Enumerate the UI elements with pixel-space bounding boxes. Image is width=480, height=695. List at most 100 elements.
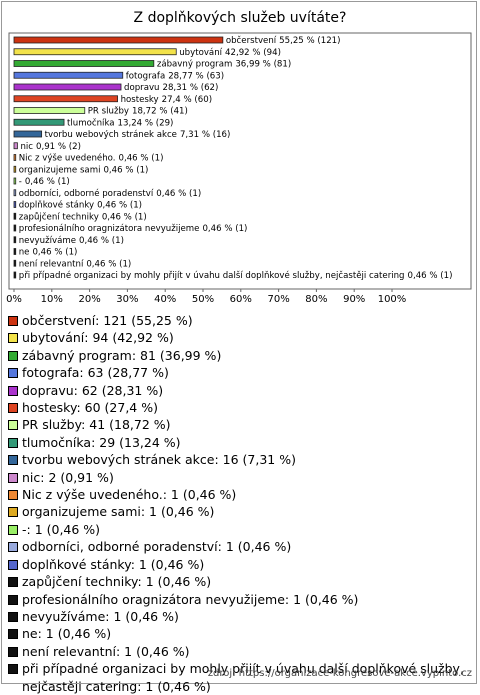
bar	[13, 83, 122, 91]
x-tick-label: 60%	[230, 294, 252, 305]
bar	[13, 177, 17, 185]
bar-label: ubytování 42,92 % (94)	[179, 47, 281, 57]
bar-label-category: není relevantní	[19, 259, 84, 269]
bar-label-category: tvorbu webových stránek akce	[45, 130, 177, 140]
bar-label-category: zábavný program	[157, 59, 233, 69]
bar-label-value: 42,92 % (94)	[225, 47, 281, 57]
bar-label-value: 13,24 % (29)	[118, 118, 174, 128]
legend-swatch	[8, 437, 18, 448]
legend-label: tvorbu webových stránek akce: 16 (7,31 %…	[22, 452, 296, 468]
legend-label: není relevantní: 1 (0,46 %)	[22, 643, 190, 659]
bar-label: PR služby 18,72 % (41)	[88, 106, 188, 116]
bar	[13, 224, 17, 232]
x-tick-label: 100%	[378, 294, 407, 305]
legend-swatch	[8, 316, 18, 326]
bar	[13, 154, 17, 161]
bar	[13, 130, 43, 138]
bar-label-value: 0,46 % (1)	[202, 224, 247, 234]
bar	[13, 60, 155, 67]
legend-item: doplňkové stánky: 1 (0,46 %)	[8, 556, 470, 573]
bar-label-value: 7,31 % (16)	[180, 130, 230, 140]
legend-swatch	[8, 385, 18, 396]
legend-label: hostesky: 60 (27,4 %)	[22, 400, 158, 416]
legend-item: -: 1 (0,46 %)	[8, 521, 470, 538]
bar-label: není relevantní 0,46 % (1)	[19, 259, 132, 269]
legend-swatch	[8, 646, 18, 657]
legend-item: dopravu: 62 (28,31 %)	[8, 382, 470, 399]
bar	[13, 189, 17, 197]
bar-label-value: 36,99 % (81)	[235, 59, 291, 69]
x-tick-label: 90%	[343, 294, 365, 305]
legend-swatch	[8, 664, 18, 675]
plot-frame	[8, 32, 472, 290]
bar-label: hostesky 27,4 % (60)	[121, 94, 212, 104]
legend-item: profesionálního oragnizátora nevyužijeme…	[8, 591, 470, 608]
bar	[13, 95, 118, 103]
chart: Z doplňkových služeb uvítáte? 0% 10% 20% 30…	[6, 10, 472, 305]
bar-label-value: 28,31 % (62)	[163, 83, 219, 93]
bar-label-category: profesionálního oragnizátora nevyužijeme	[19, 224, 200, 234]
bar	[13, 212, 17, 220]
bar-label-category: Nic z výše uvedeného.	[19, 152, 116, 163]
bar-label-category: -	[19, 177, 22, 187]
legend-label: tlumočníka: 29 (13,24 %)	[22, 434, 181, 450]
bar-label-value: 0,46 % (1)	[79, 235, 124, 245]
legend-item: ne: 1 (0,46 %)	[8, 625, 470, 642]
legend-label: ubytování: 94 (42,92 %)	[22, 330, 174, 346]
legend-swatch	[8, 420, 18, 431]
legend-label: PR služby: 41 (18,72 %)	[22, 417, 171, 433]
bar-label-value: 0,46 % (1)	[32, 247, 77, 257]
bar-label: dopravu 28,31 % (62)	[124, 83, 218, 93]
bar-label-category: ne	[19, 247, 30, 257]
legend-label: dopravu: 62 (28,31 %)	[22, 382, 164, 398]
legend-label: nevyužíváme: 1 (0,46 %)	[22, 608, 179, 624]
legend-label: nic: 2 (0,91 %)	[22, 469, 114, 485]
x-tick-label: 0%	[6, 294, 22, 305]
legend-label: Nic z výše uvedeného.: 1 (0,46 %)	[22, 487, 237, 503]
source: zdroj: https://organizace-kongresove-akc…	[207, 668, 472, 679]
legend-label: odborníci, odborné poradenství: 1 (0,46 …	[22, 539, 292, 555]
bar-label-value: 0,46 % (1)	[102, 212, 147, 222]
bar-label: ne 0,46 % (1)	[19, 247, 78, 257]
x-tick-label: 20%	[78, 294, 100, 305]
bar	[13, 107, 86, 114]
bar	[13, 142, 18, 150]
legend-label: občerstvení: 121 (55,25 %)	[22, 313, 193, 328]
bar-label-category: při případné organizaci by mohly přijít …	[19, 270, 405, 281]
legend-label: zábavný program: 81 (36,99 %)	[22, 347, 222, 363]
bar-label-value: 18,72 % (41)	[132, 106, 188, 116]
legend-item: Nic z výše uvedeného.: 1 (0,46 %)	[8, 486, 470, 503]
legend-item: zapůjčení techniky: 1 (0,46 %)	[8, 573, 470, 590]
bar-label: zapůjčení techniky 0,46 % (1)	[19, 211, 147, 222]
bar	[13, 201, 17, 208]
legend-swatch	[8, 403, 18, 414]
x-tick-label: 50%	[192, 294, 214, 305]
legend-item: odborníci, odborné poradenství: 1 (0,46 …	[8, 538, 470, 555]
bar-label: Nic z výše uvedeného. 0,46 % (1)	[19, 152, 164, 163]
x-tick-label: 10%	[41, 294, 63, 305]
x-tick-label: 70%	[267, 294, 289, 305]
legend-label: profesionálního oragnizátora nevyužijeme…	[22, 591, 359, 607]
legend-swatch	[8, 472, 18, 483]
x-tick-label: 30%	[116, 294, 138, 305]
bar-label-value: 28,77 % (63)	[168, 71, 224, 81]
bar-label-category: zapůjčení techniky	[19, 211, 99, 222]
x-tick-label: 80%	[305, 294, 327, 305]
legend: občerstvení: 121 (55,25 %) ubytování: 94 …	[8, 312, 470, 695]
bar-label-category: fotografa	[126, 71, 165, 81]
bar-label: nevyužíváme 0,46 % (1)	[19, 235, 124, 245]
bar	[13, 36, 224, 44]
bar-label: při případné organizaci by mohly přijít …	[19, 270, 453, 281]
legend-item: tvorbu webových stránek akce: 16 (7,31 %…	[8, 451, 470, 468]
bar-label: nic 0,91 % (2)	[20, 141, 81, 151]
bar	[13, 248, 17, 255]
legend-item: ubytování: 94 (42,92 %)	[8, 329, 470, 346]
legend-item: hostesky: 60 (27,4 %)	[8, 399, 470, 416]
bar-label-value: 27,4 % (60)	[162, 94, 212, 104]
legend-swatch	[8, 333, 18, 344]
legend-swatch	[8, 559, 18, 570]
bar-label-category: dopravu	[124, 83, 160, 93]
bar	[13, 165, 17, 173]
bar-label-category: ubytování	[179, 47, 222, 57]
